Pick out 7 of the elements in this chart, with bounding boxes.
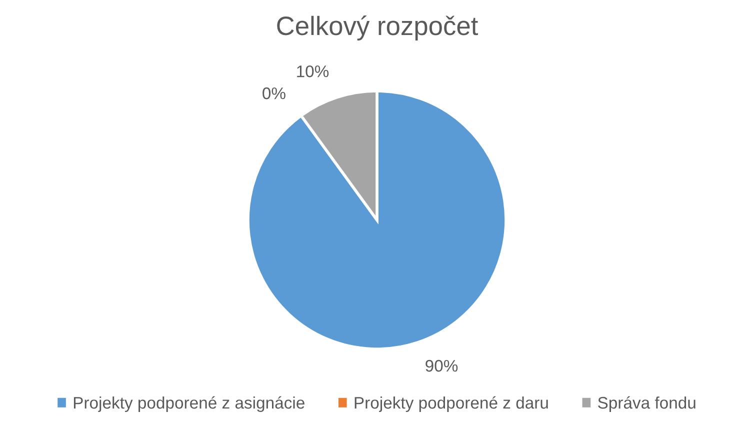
legend-label: Projekty podporené z daru xyxy=(354,396,548,412)
data-label: 10% xyxy=(297,65,329,78)
chart-title: Celkový rozpočet xyxy=(277,16,478,40)
text: 0% xyxy=(262,87,286,100)
data-label: 90% xyxy=(426,360,458,372)
legend-label: Správa fondu xyxy=(598,396,696,412)
legend-label: Projekty podporené z asignácie xyxy=(74,396,304,412)
